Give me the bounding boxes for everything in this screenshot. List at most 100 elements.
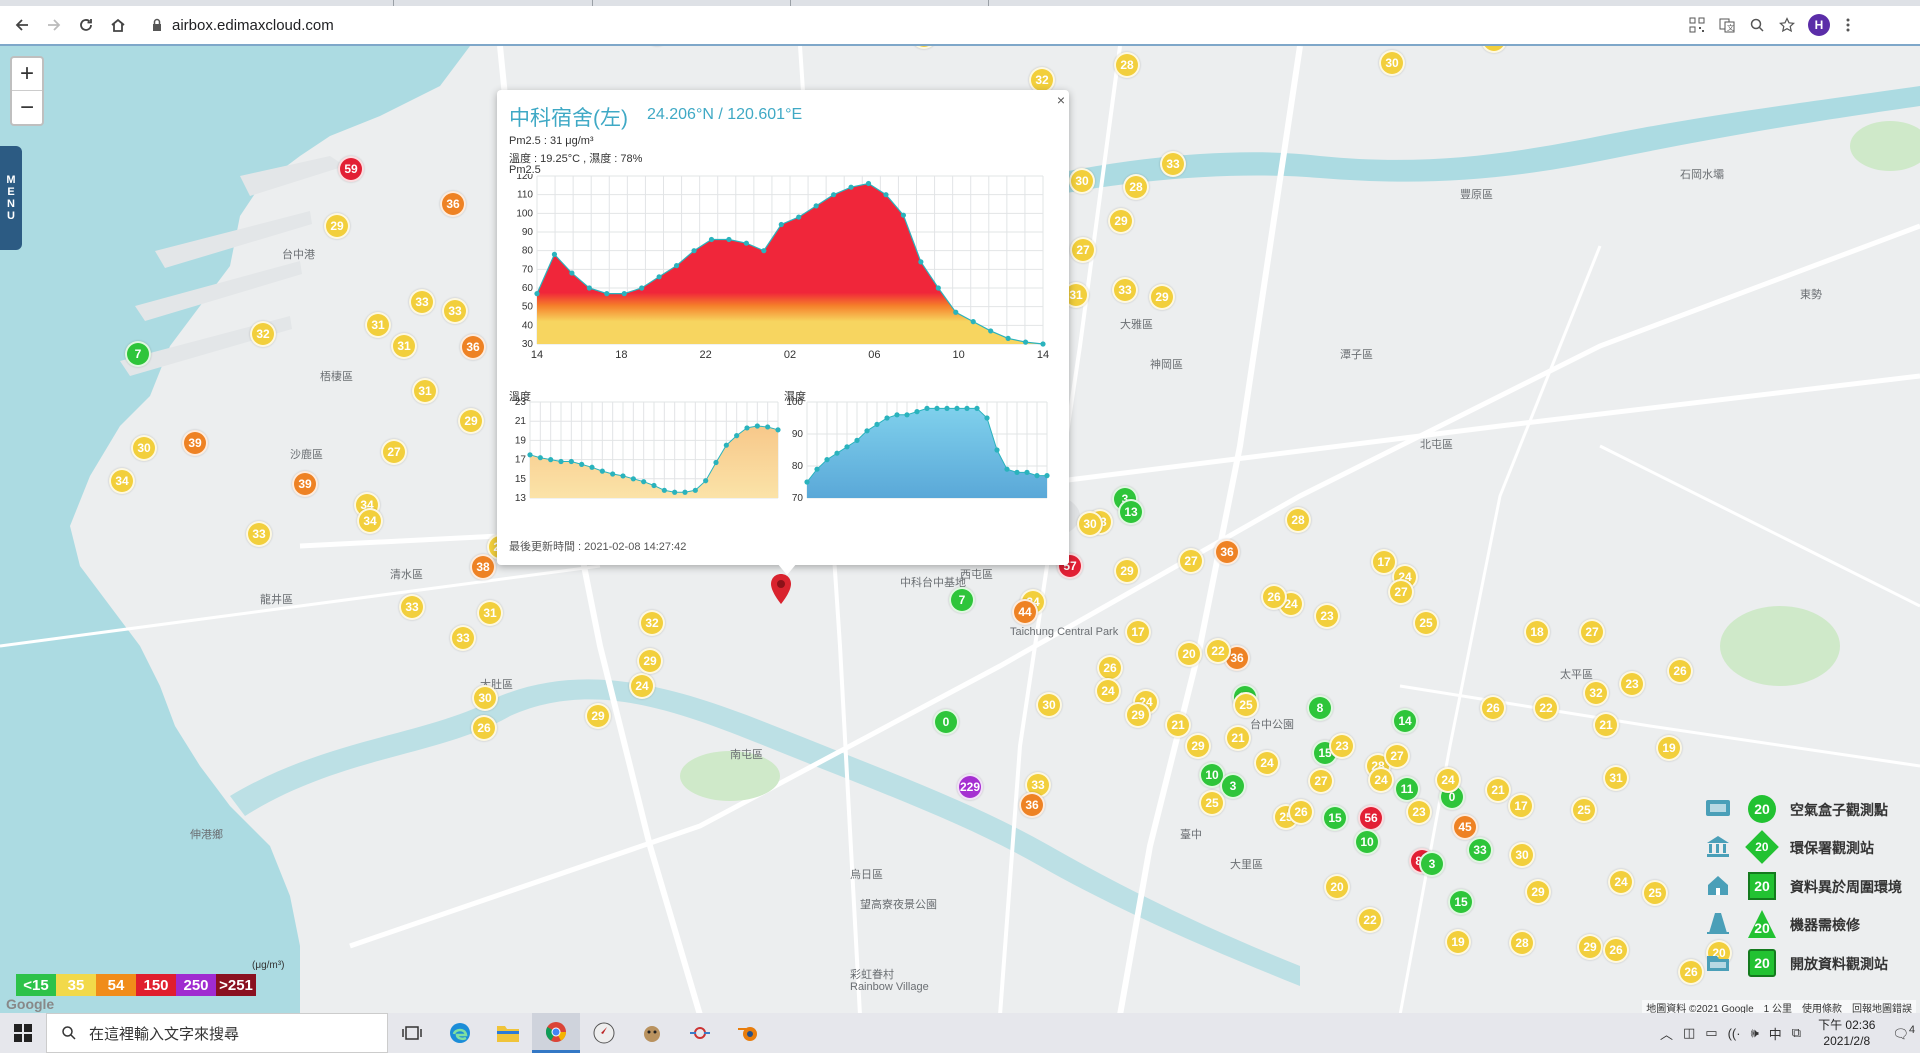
aqi-marker[interactable]: 24 [1095, 678, 1121, 704]
edge-app[interactable] [436, 1013, 484, 1053]
aqi-marker[interactable]: 3 [1220, 773, 1246, 799]
aqi-marker[interactable]: 44 [1012, 599, 1038, 625]
aqi-marker[interactable]: 28 [1114, 52, 1140, 78]
aqi-marker[interactable]: 3 [1419, 851, 1445, 877]
aqi-marker[interactable]: 28 [1123, 174, 1149, 200]
aqi-marker[interactable]: 36 [460, 334, 486, 360]
aqi-marker[interactable]: 24 [1608, 869, 1634, 895]
aqi-marker[interactable]: 34 [109, 468, 135, 494]
app-blender[interactable] [724, 1013, 772, 1053]
aqi-marker[interactable]: 19 [1656, 735, 1682, 761]
aqi-marker[interactable]: 11 [1394, 776, 1420, 802]
aqi-marker[interactable]: 29 [1149, 284, 1175, 310]
aqi-marker[interactable]: 33 [442, 298, 468, 324]
aqi-marker[interactable]: 229 [957, 774, 983, 800]
aqi-marker[interactable]: 25 [1413, 610, 1439, 636]
aqi-marker[interactable]: 33 [1467, 837, 1493, 863]
bookmark-button[interactable] [1772, 10, 1802, 40]
zoom-button[interactable] [1742, 10, 1772, 40]
aqi-marker[interactable]: 30 [1509, 842, 1535, 868]
aqi-marker[interactable]: 32 [1029, 67, 1055, 93]
aqi-marker[interactable]: 17 [1371, 549, 1397, 575]
aqi-marker[interactable]: 25 [1233, 692, 1259, 718]
air-quality-map[interactable]: 台中港 梧棲區 沙鹿區 龍井區 大肚區 大雅區 潭子區 豐原區 神岡區 清水區 北屯區 西屯區 南屯區大… [0, 44, 1920, 1013]
browser-menu-button[interactable] [1836, 10, 1860, 40]
aqi-marker[interactable]: 32 [639, 610, 665, 636]
aqi-marker[interactable]: 24 [1368, 767, 1394, 793]
app-satellite[interactable] [676, 1013, 724, 1053]
aqi-marker[interactable]: 0 [933, 709, 959, 735]
aqi-marker[interactable]: 21 [1485, 777, 1511, 803]
aqi-marker[interactable]: 45 [1452, 814, 1478, 840]
aqi-marker[interactable]: 21 [1225, 725, 1251, 751]
network-icon[interactable]: ◫ [1682, 1025, 1696, 1040]
taskbar-search[interactable]: 在這裡輸入文字來搜尋 [46, 1013, 388, 1053]
aqi-marker[interactable]: 30 [472, 685, 498, 711]
aqi-marker[interactable]: 17 [1125, 619, 1151, 645]
aqi-marker[interactable]: 30 [131, 435, 157, 461]
aqi-marker[interactable]: 32 [1583, 680, 1609, 706]
app-animal[interactable] [628, 1013, 676, 1053]
aqi-marker[interactable]: 15 [1448, 889, 1474, 915]
aqi-marker[interactable]: 29 [1185, 733, 1211, 759]
aqi-marker[interactable]: 18 [1524, 619, 1550, 645]
aqi-marker[interactable]: 17 [1508, 793, 1534, 819]
chrome-app[interactable] [532, 1013, 580, 1053]
volume-icon[interactable]: 🕪 [1750, 1025, 1759, 1040]
chevron-up-icon[interactable]: ︿ [1659, 1026, 1673, 1042]
aqi-marker[interactable]: 20 [1324, 874, 1350, 900]
aqi-marker[interactable]: 26 [1261, 584, 1287, 610]
aqi-marker[interactable]: 29 [1108, 208, 1134, 234]
aqi-marker[interactable]: 36 [1224, 645, 1250, 671]
aqi-marker[interactable]: 33 [246, 521, 272, 547]
back-button[interactable] [6, 9, 38, 41]
aqi-marker[interactable]: 33 [1160, 151, 1186, 177]
aqi-marker[interactable]: 27 [1070, 237, 1096, 263]
aqi-marker[interactable]: 26 [1667, 658, 1693, 684]
location-pin-icon[interactable] [770, 574, 792, 606]
aqi-marker[interactable]: 26 [1288, 799, 1314, 825]
aqi-marker[interactable]: 39 [182, 430, 208, 456]
aqi-marker[interactable]: 10 [1354, 829, 1380, 855]
aqi-marker[interactable]: 36 [1019, 792, 1045, 818]
aqi-marker[interactable]: 26 [1603, 937, 1629, 963]
aqi-marker[interactable]: 31 [412, 378, 438, 404]
file-explorer-app[interactable] [484, 1013, 532, 1053]
aqi-marker[interactable]: 31 [365, 312, 391, 338]
translate-button[interactable]: 文 [1712, 10, 1742, 40]
home-button[interactable] [102, 9, 134, 41]
aqi-marker[interactable]: 13 [1118, 499, 1144, 525]
popup-close-button[interactable]: × [1056, 92, 1065, 108]
aqi-marker[interactable]: 14 [1392, 708, 1418, 734]
aqi-marker[interactable]: 29 [458, 408, 484, 434]
aqi-marker[interactable]: 27 [1579, 619, 1605, 645]
aqi-marker[interactable]: 30 [1379, 50, 1405, 76]
aqi-marker[interactable]: 23 [1406, 799, 1432, 825]
profile-avatar[interactable]: H [1808, 14, 1830, 36]
aqi-marker[interactable]: 27 [1308, 768, 1334, 794]
aqi-marker[interactable]: 33 [1112, 277, 1138, 303]
ime-indicator[interactable]: 中 [1768, 1026, 1782, 1042]
aqi-marker[interactable]: 31 [1603, 765, 1629, 791]
aqi-marker[interactable]: 23 [1314, 603, 1340, 629]
aqi-marker[interactable]: 26 [1480, 695, 1506, 721]
aqi-marker[interactable]: 27 [1388, 579, 1414, 605]
aqi-marker[interactable]: 23 [1619, 671, 1645, 697]
aqi-marker[interactable]: 29 [324, 213, 350, 239]
reload-button[interactable] [70, 9, 102, 41]
aqi-marker[interactable]: 24 [1435, 767, 1461, 793]
aqi-marker[interactable]: 8 [1307, 695, 1333, 721]
aqi-marker[interactable]: 24 [1254, 750, 1280, 776]
aqi-marker[interactable]: 19 [1445, 929, 1471, 955]
aqi-marker[interactable]: 7 [949, 587, 975, 613]
aqi-marker[interactable]: 38 [470, 554, 496, 580]
aqi-marker[interactable]: 25 [1642, 880, 1668, 906]
aqi-marker[interactable]: 39 [292, 471, 318, 497]
wifi-icon[interactable]: ((· [1727, 1025, 1741, 1041]
aqi-marker[interactable]: 22 [1205, 638, 1231, 664]
aqi-marker[interactable]: 28 [1509, 930, 1535, 956]
app-compass[interactable] [580, 1013, 628, 1053]
aqi-marker[interactable]: 27 [381, 439, 407, 465]
aqi-marker[interactable]: 27 [1384, 743, 1410, 769]
forward-button[interactable] [38, 9, 70, 41]
